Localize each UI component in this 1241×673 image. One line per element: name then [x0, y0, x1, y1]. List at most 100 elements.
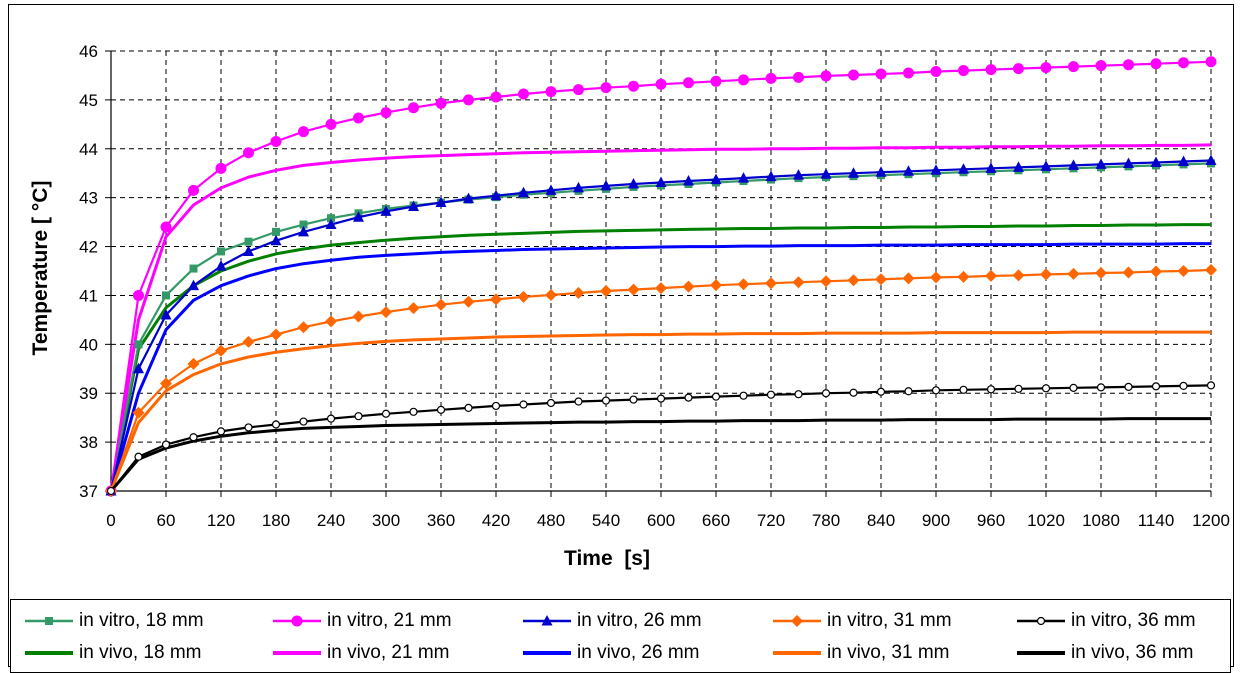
data-point [244, 423, 253, 432]
data-point [794, 390, 803, 399]
data-point [765, 72, 777, 84]
series-line [109, 242, 1211, 492]
data-point [270, 135, 282, 147]
series-group [105, 56, 1217, 497]
data-point [1014, 384, 1023, 393]
data-point [985, 269, 997, 282]
legend-swatch [1017, 651, 1065, 655]
series-in-vitro-21-mm [105, 56, 1217, 497]
data-point [435, 298, 447, 311]
data-point [1013, 161, 1024, 172]
data-point [903, 67, 914, 79]
legend-swatch [523, 615, 571, 626]
data-point [683, 175, 694, 186]
data-point [297, 321, 310, 334]
legend-label: in vivo, 21 mm [327, 642, 450, 663]
line-chart: 0 60 120 180 240 300 360 420 480 540 600 660 720 780 8… [29, 42, 1230, 570]
data-point [215, 260, 227, 271]
x-tick-label: 1140 [1138, 511, 1175, 530]
data-point [325, 118, 337, 130]
data-point [326, 414, 336, 423]
series-in-vivo-26-mm [109, 242, 1211, 492]
x-tick-label: 240 [317, 511, 345, 530]
data-point [572, 287, 585, 299]
x-tick-label: 0 [106, 511, 115, 530]
legend-item: in vitro, 36 mm [1015, 608, 1196, 634]
data-point [1040, 62, 1052, 74]
legend-swatch [1017, 616, 1065, 626]
data-point [1205, 154, 1217, 166]
x-tick-label: 600 [647, 511, 675, 530]
data-point [435, 196, 447, 208]
data-point [353, 112, 364, 124]
legend-label: in vitro, 26 mm [577, 610, 702, 631]
legend-item: in vivo, 36 mm [1015, 640, 1193, 666]
data-point [325, 218, 337, 230]
data-point [327, 214, 335, 223]
data-point [354, 412, 363, 421]
y-tick-label: 37 [79, 482, 98, 501]
data-point [380, 306, 392, 319]
data-point [189, 433, 198, 442]
legend-swatch [523, 651, 571, 655]
data-point [600, 82, 612, 94]
data-point [655, 78, 667, 90]
data-point [600, 285, 612, 298]
data-point [298, 126, 309, 138]
data-point [518, 88, 529, 100]
series-in-vivo-21-mm [109, 143, 1212, 492]
x-tick-label: 720 [757, 511, 785, 530]
data-point [408, 102, 419, 114]
y-axis-title: Temperature [ °C] [29, 181, 52, 356]
x-tick-label: 540 [592, 511, 620, 530]
legend-item: in vivo, 31 mm [771, 640, 949, 666]
data-point [1068, 159, 1079, 170]
series-line [109, 143, 1212, 492]
data-point [628, 80, 639, 92]
data-point [490, 91, 502, 103]
legend-swatch [273, 615, 321, 627]
data-point [243, 147, 254, 159]
data-point [1123, 157, 1134, 168]
legend-label: in vitro, 18 mm [79, 610, 204, 631]
data-point [352, 310, 365, 323]
legend-item: in vivo, 18 mm [23, 640, 201, 666]
data-point [106, 486, 116, 496]
legend-swatch [773, 651, 821, 655]
data-point [655, 176, 667, 188]
data-point [902, 272, 915, 285]
data-point [162, 291, 170, 300]
data-point [160, 309, 172, 320]
data-point [1178, 57, 1189, 69]
series-line [109, 417, 1211, 492]
data-point [299, 417, 308, 426]
data-point [627, 283, 640, 296]
x-tick-label: 480 [537, 511, 565, 530]
data-point [600, 179, 612, 191]
series-in-vitro-36-mm [106, 381, 1216, 496]
data-point [957, 270, 970, 283]
legend-label: in vivo, 36 mm [1071, 642, 1194, 663]
data-point [847, 274, 860, 287]
series-in-vivo-36-mm [109, 417, 1211, 492]
data-point [545, 86, 557, 98]
x-tick-label: 780 [812, 511, 840, 530]
series-line [109, 330, 1211, 492]
data-point [1150, 156, 1162, 167]
data-point [217, 247, 225, 256]
data-point [792, 276, 805, 289]
data-point [134, 452, 143, 461]
data-point [820, 70, 832, 82]
y-tick-label: 43 [79, 189, 98, 208]
data-point [738, 172, 749, 183]
y-tick-label: 41 [79, 286, 98, 305]
data-point [244, 237, 253, 246]
data-point [270, 328, 282, 341]
data-point [187, 357, 200, 370]
data-point [875, 166, 887, 177]
series-in-vivo-18-mm [109, 223, 1211, 492]
x-tick-label: 1200 [1192, 511, 1230, 530]
x-tick-label: 960 [977, 511, 1005, 530]
data-point [134, 340, 143, 349]
x-tick-label: 1080 [1082, 511, 1120, 530]
